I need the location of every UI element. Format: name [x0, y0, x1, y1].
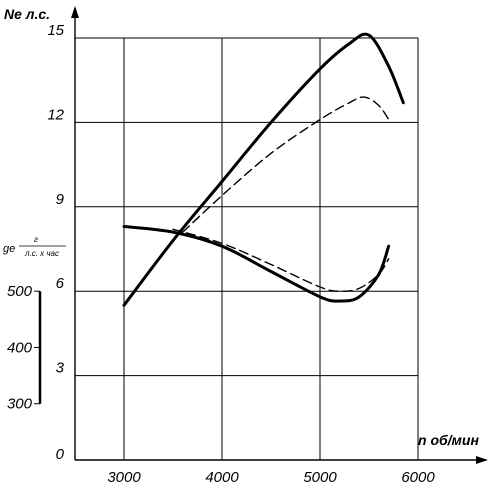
- tick-labels: 0 3 6 9 12 15 3000 4000 5000 6000 300 400 500: [7, 22, 435, 486]
- y-tick-label: 3: [56, 360, 65, 377]
- y-axis-title: Ne л.с.: [4, 6, 50, 22]
- secondary-axis-title-numerator: г: [34, 235, 38, 244]
- secondary-axis-title: ge г л.с. х час: [3, 235, 66, 258]
- y-axis-arrow: [71, 6, 79, 18]
- x-tick-label: 4000: [205, 469, 239, 486]
- series-line-1-solid: [122, 32, 405, 307]
- secondary-tick-label: 500: [7, 283, 33, 300]
- series-line-3-solid: [122, 224, 391, 303]
- secondary-axis-title-prefix: ge: [3, 243, 15, 255]
- series-line-4-dashed: [172, 228, 390, 292]
- y-tick-label: 0: [56, 446, 65, 463]
- y-tick-label: 6: [56, 275, 65, 292]
- series-line-2-dashed: [182, 96, 392, 233]
- grid-lines: [75, 37, 419, 460]
- data-series: [122, 32, 405, 307]
- x-tick-label: 3000: [107, 469, 141, 486]
- secondary-tick-label: 300: [7, 396, 33, 413]
- x-axis-title: n об/мин: [418, 432, 479, 448]
- y-tick-label: 15: [47, 22, 64, 39]
- y-tick-label: 12: [47, 106, 64, 123]
- x-tick-label: 5000: [303, 469, 337, 486]
- y-tick-label: 9: [56, 191, 65, 208]
- x-tick-label: 6000: [401, 469, 435, 486]
- secondary-axis-title-denominator: л.с. х час: [24, 249, 59, 258]
- secondary-tick-label: 400: [7, 339, 33, 356]
- x-axis-arrow: [476, 456, 488, 464]
- axes: [34, 6, 488, 464]
